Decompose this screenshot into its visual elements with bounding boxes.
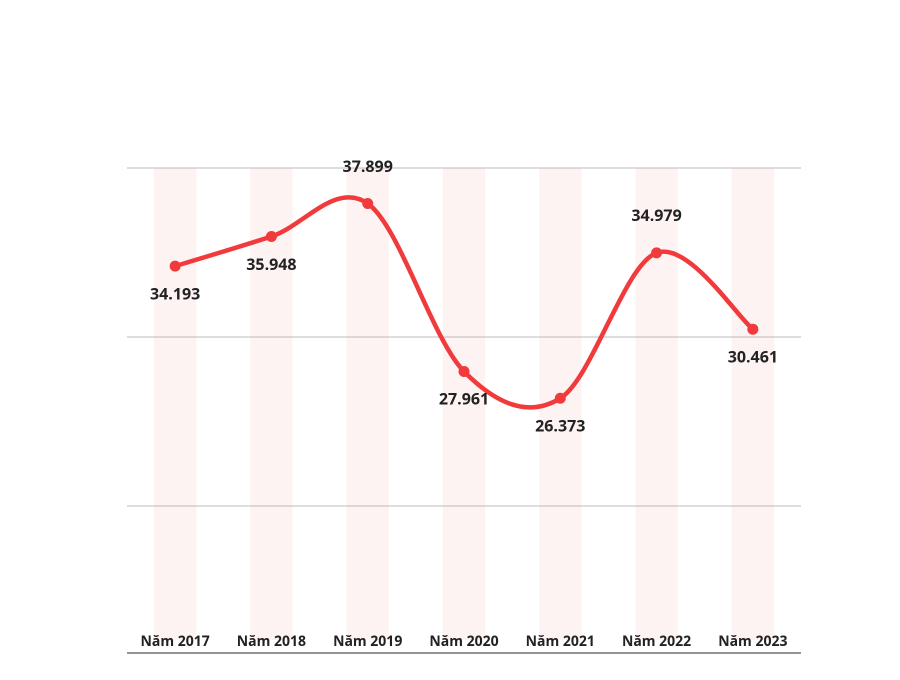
x-tick-label: Năm 2019: [333, 632, 402, 651]
value-label: 34.979: [631, 204, 681, 226]
value-label: 35.948: [246, 253, 296, 275]
point: [265, 230, 277, 242]
point: [362, 198, 374, 210]
value-label: 30.461: [728, 345, 778, 367]
x-tick-label: Năm 2018: [237, 632, 306, 651]
column-band: [731, 168, 775, 640]
value-label: 26.373: [535, 415, 585, 437]
point: [554, 392, 566, 404]
column-band: [635, 168, 678, 640]
point: [169, 260, 181, 272]
value-label: 37.899: [343, 155, 393, 177]
column-band: [250, 168, 293, 640]
point: [747, 323, 759, 335]
x-tick-label: Năm 2017: [141, 632, 210, 651]
column-band: [153, 168, 197, 640]
point: [458, 365, 470, 377]
value-label: 34.193: [150, 282, 200, 304]
column-band: [346, 168, 389, 640]
point: [651, 247, 663, 259]
x-tick-label: Năm 2022: [622, 632, 691, 651]
x-tick-label: Năm 2021: [526, 632, 595, 651]
x-tick-label: Năm 2023: [718, 632, 787, 651]
value-label: 27.961: [439, 388, 489, 410]
x-tick-label: Năm 2020: [429, 632, 498, 651]
column-band: [442, 168, 486, 640]
